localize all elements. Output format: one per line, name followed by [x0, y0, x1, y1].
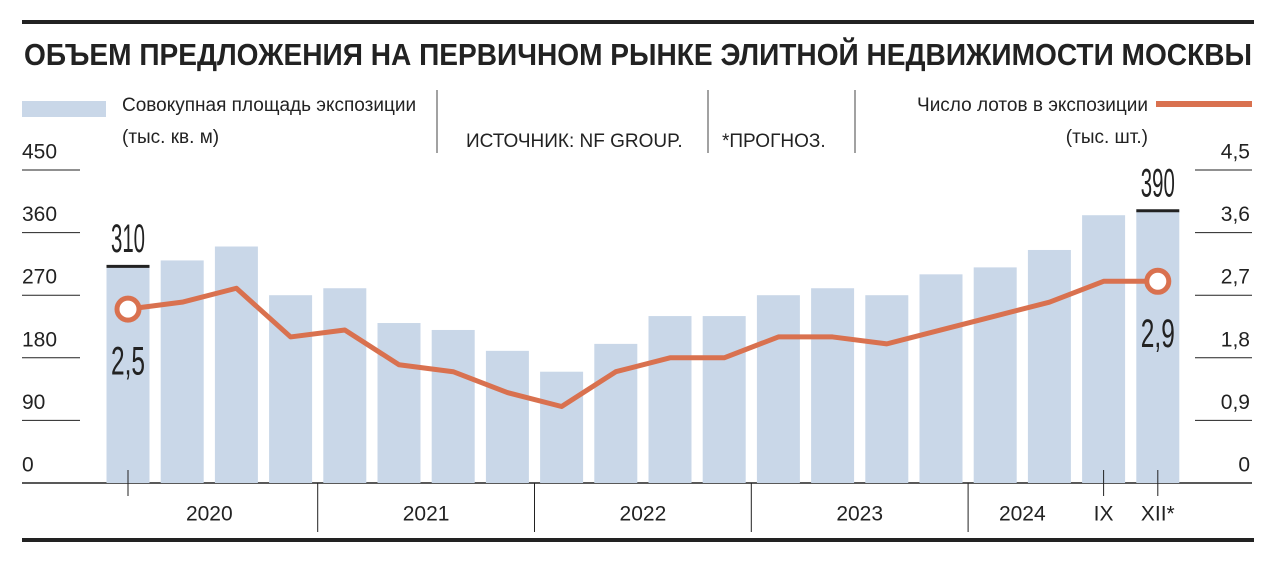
x-tick-label: 2022 [620, 503, 667, 526]
legend-bar-label: Совокупная площадь экспозиции (тыс. кв. … [122, 95, 417, 148]
y-tick-label: 270 [22, 266, 57, 289]
y-tick-label: 450 [22, 141, 57, 164]
point [1144, 267, 1172, 295]
bar [323, 288, 367, 483]
y-tick-label: 0 [22, 454, 34, 477]
bar [594, 343, 638, 483]
y2-tick-label: 2,7 [1221, 266, 1250, 289]
bar [811, 288, 855, 483]
bottom-rule [22, 538, 1254, 542]
value-label: 310 [111, 217, 145, 261]
bar [919, 274, 963, 483]
top-rule [22, 20, 1254, 24]
bar [973, 267, 1017, 483]
value-label: 390 [1141, 161, 1175, 205]
line [127, 278, 1158, 409]
y2-tick-label: 4,5 [1221, 141, 1250, 164]
x-tick-label: 2020 [186, 503, 233, 526]
bar [160, 260, 204, 483]
value-label: 2,9 [1141, 312, 1175, 356]
y2-tick-label: 1,8 [1221, 328, 1250, 351]
bar [865, 295, 909, 483]
bar [648, 316, 692, 483]
bar [485, 350, 529, 483]
y-tick-label: 180 [22, 328, 57, 351]
y2-tick-label: 3,6 [1221, 203, 1250, 226]
x-tick-label: 2021 [403, 503, 450, 526]
bar [702, 316, 746, 483]
bar [377, 323, 421, 483]
y2-tick-label: 0 [1238, 454, 1250, 477]
y2-tick-label: 0,9 [1221, 391, 1250, 414]
bar [1136, 211, 1180, 483]
bar [756, 295, 800, 483]
legend-line-label: Число лотов в экспозиции (тыс. шт.) [917, 95, 1148, 148]
bar [431, 329, 475, 483]
y-tick-label: 90 [22, 391, 45, 414]
x-tick-label: 2023 [836, 503, 883, 526]
bar [1082, 215, 1126, 483]
legend-swatch [22, 101, 106, 117]
x-tick-label: 2024 [999, 503, 1046, 526]
value-label: 2,5 [111, 340, 145, 384]
source: ИСТОЧНИК: NF GROUP. [466, 131, 683, 152]
bar [540, 371, 584, 483]
chart-title: ОБЪЕМ ПРЕДЛОЖЕНИЯ НА ПЕРВИЧНОМ РЫНКЕ ЭЛИ… [24, 36, 1252, 72]
x-tick-label: XII* [1141, 503, 1175, 526]
note: *ПРОГНОЗ. [722, 131, 826, 152]
y-tick-label: 360 [22, 203, 57, 226]
bar [214, 246, 258, 483]
x-tick-label: IX [1094, 503, 1114, 526]
point [114, 295, 142, 323]
bar [1027, 249, 1071, 483]
